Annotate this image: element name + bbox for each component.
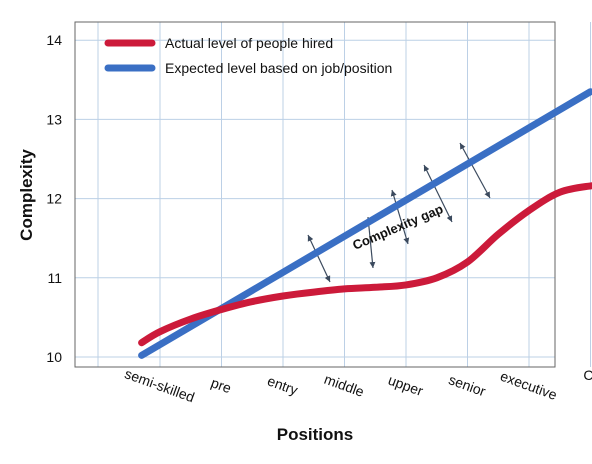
series-lines (142, 92, 592, 356)
x-tick-label: senior (447, 371, 489, 399)
y-tick-label: 10 (46, 349, 62, 365)
x-axis-label: Positions (277, 425, 354, 444)
y-tick-label: 14 (46, 32, 62, 48)
y-axis-ticks: 10 11 12 13 14 (46, 32, 62, 365)
x-tick-label: upper (386, 372, 425, 399)
y-tick-label: 11 (47, 270, 62, 286)
legend: Actual level of people hired Expected lev… (108, 35, 392, 76)
legend-label: Actual level of people hired (165, 35, 333, 51)
legend-label: Expected level based on job/position (165, 60, 392, 76)
y-tick-label: 13 (46, 111, 62, 127)
x-axis-ticks: semi-skilled pre entry middle upper senior exe… (123, 365, 592, 405)
x-tick-label: middle (322, 371, 366, 400)
x-tick-label: semi-skilled (123, 365, 197, 405)
x-tick-label: pre (209, 374, 234, 396)
x-tick-label: CEO (583, 367, 592, 383)
x-tick-label: entry (265, 372, 300, 398)
y-axis-label: Complexity (17, 149, 36, 241)
y-tick-label: 12 (46, 191, 62, 207)
x-tick-label: executive (498, 368, 559, 403)
